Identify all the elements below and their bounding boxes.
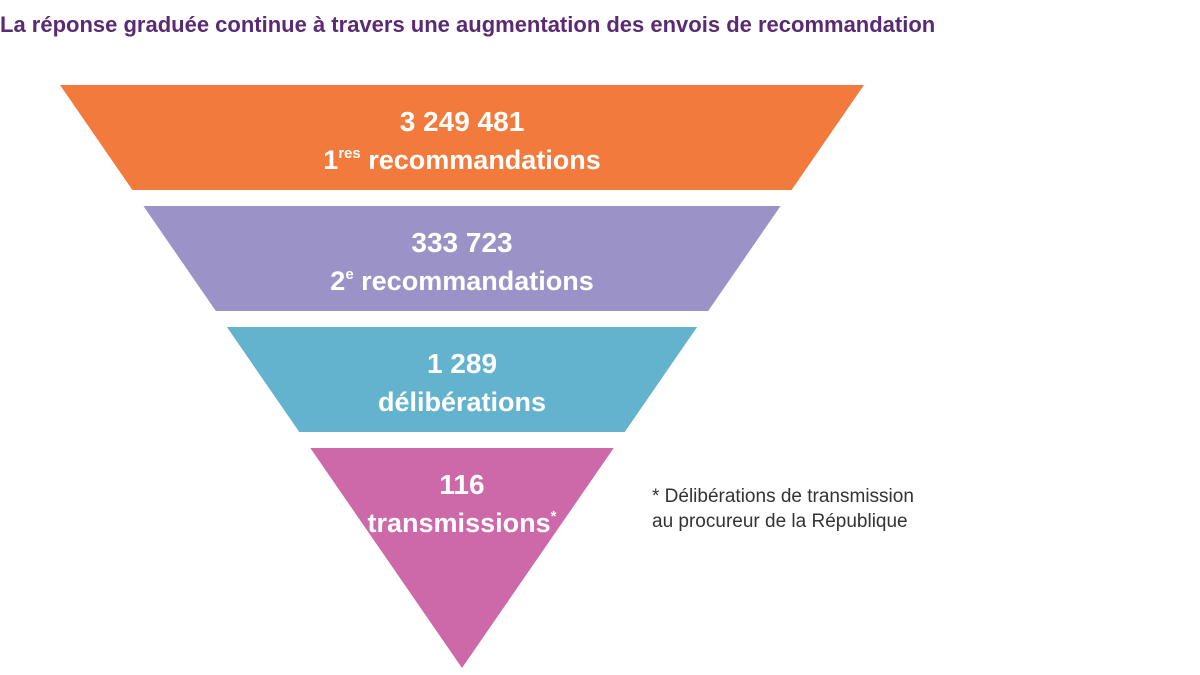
funnel-value-1: 3 249 481 <box>400 106 525 137</box>
funnel-segment-2 <box>143 206 781 311</box>
funnel-value-2: 333 723 <box>411 227 512 258</box>
footnote-line-2: au procureur de la République <box>652 511 908 532</box>
funnel-segment-4 <box>310 448 614 668</box>
funnel-label-2: 2e recommandations <box>330 266 593 296</box>
footnote: * Délibérations de transmission au procu… <box>652 484 914 534</box>
funnel-value-3: 1 289 <box>427 348 497 379</box>
footnote-line-1: * Délibérations de transmission <box>652 486 914 507</box>
funnel-label-4: transmissions* <box>368 508 557 538</box>
funnel-value-4: 116 <box>439 469 484 500</box>
funnel-label-1: 1res recommandations <box>323 145 601 175</box>
chart-title: La réponse graduée continue à travers un… <box>0 12 936 37</box>
funnel-label-3: délibérations <box>378 387 546 417</box>
funnel-segment-1 <box>60 85 864 190</box>
funnel-segment-3 <box>226 327 698 432</box>
